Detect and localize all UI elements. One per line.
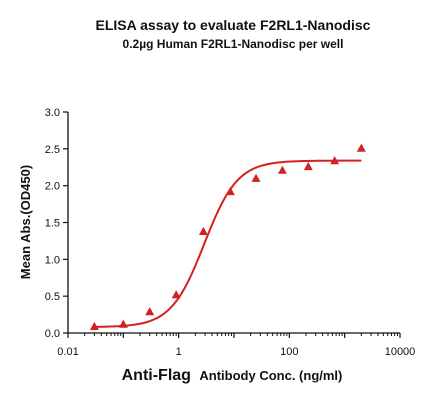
data-point-triangle xyxy=(225,187,235,196)
data-point-triangle xyxy=(356,143,366,152)
x-tick-label: 100 xyxy=(280,346,298,358)
data-point-triangle xyxy=(89,321,99,330)
y-tick-label: 2.0 xyxy=(45,181,60,193)
chart-title: ELISA assay to evaluate F2RL1-Nanodisc xyxy=(96,17,371,33)
data-points xyxy=(89,143,366,330)
x-axis-label-bold: Anti-Flag xyxy=(122,367,191,384)
y-axis-label: Mean Abs.(OD450) xyxy=(18,165,33,279)
fit-curve-line xyxy=(94,159,362,328)
data-point-triangle xyxy=(277,165,287,174)
data-point-triangle xyxy=(171,290,181,299)
data-point-triangle xyxy=(303,162,313,171)
data-point-triangle xyxy=(198,226,208,235)
y-tick-label: 1.5 xyxy=(45,218,60,230)
y-tick-label: 1.0 xyxy=(45,254,60,266)
y-axis-ticks: 0.0 0.5 1.0 1.5 2.0 2.5 3.0 xyxy=(45,107,68,340)
chart-subtitle: 0.2µg Human F2RL1-Nanodisc per well xyxy=(123,37,344,51)
x-axis-label: Anti-Flag Antibody Conc. (ng/ml) xyxy=(122,367,343,384)
data-point-triangle xyxy=(118,319,128,328)
data-point-triangle xyxy=(251,173,261,182)
y-tick-label: 3.0 xyxy=(45,107,60,119)
y-tick-label: 0.0 xyxy=(45,328,60,340)
y-tick-label: 0.5 xyxy=(45,291,60,303)
data-point-triangle xyxy=(330,156,340,165)
data-point-triangle xyxy=(145,307,155,316)
y-tick-label: 2.5 xyxy=(45,144,60,156)
x-axis-label-rest: Antibody Conc. (ng/ml) xyxy=(199,368,342,383)
x-tick-label: 0.01 xyxy=(57,346,78,358)
x-tick-label: 10000 xyxy=(385,346,416,358)
x-axis-ticks: 0.01 1 100 10000 xyxy=(57,333,415,358)
x-tick-label: 1 xyxy=(176,346,182,358)
